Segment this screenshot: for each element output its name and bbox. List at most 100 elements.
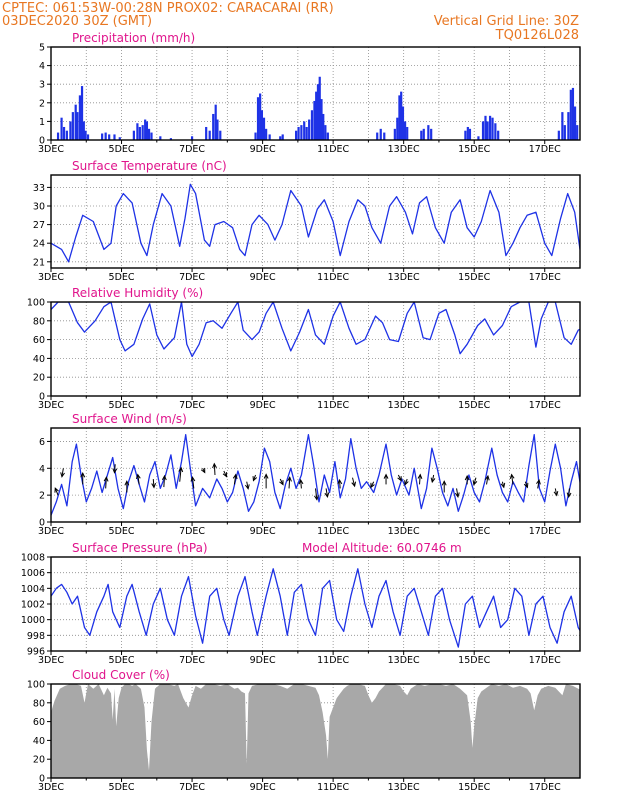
precip-bar <box>398 95 401 140</box>
precip-bar <box>573 106 577 140</box>
cloud-cover-title: Cloud Cover (%) <box>72 668 170 682</box>
precip-bar <box>315 91 318 140</box>
precip-bar <box>147 128 151 140</box>
wind-arrow <box>222 470 228 478</box>
precip-bar <box>219 130 222 140</box>
precipitation-xtick-label: 3DEC <box>38 144 64 155</box>
relative-humidity-ytick-label: 0 <box>39 392 45 403</box>
wind-arrow <box>263 473 269 489</box>
precip-bar <box>300 125 303 140</box>
wind-arrow <box>430 474 436 484</box>
wind-arrow <box>124 480 130 493</box>
precip-bar <box>62 126 66 140</box>
precipitation-title: Precipitation (mm/h) <box>72 31 195 45</box>
precip-bar <box>56 132 60 140</box>
precip-bar <box>159 136 162 140</box>
surface-temperature-xtick-label: 13DEC <box>388 272 420 283</box>
precip-bar <box>403 121 407 140</box>
surface-pressure-ytick-label: 1008 <box>21 553 45 564</box>
surface-pressure-xtick-label: 9DEC <box>250 655 276 666</box>
precip-bar <box>420 130 423 140</box>
surface-temperature-frame <box>50 174 581 269</box>
precip-bar <box>76 112 79 140</box>
precip-bar <box>80 86 84 140</box>
surface-temperature-plot-area <box>51 183 580 263</box>
wind-arrow <box>324 488 330 498</box>
surface-temperature-xtick-label: 17DEC <box>529 272 561 283</box>
precip-bar <box>260 110 263 140</box>
surface-wind-xtick-label: 13DEC <box>388 526 420 537</box>
surface-temperature-xtick-label: 7DEC <box>179 272 205 283</box>
precipitation-ytick-label: 2 <box>39 98 45 109</box>
wind-arrow <box>60 468 65 478</box>
surface-pressure-ytick-label: 998 <box>27 631 45 642</box>
precip-bar <box>132 130 135 140</box>
surface-temperature-xtick-label: 15DEC <box>458 272 490 283</box>
surface-temperature-title: Surface Temperature (nC) <box>72 159 227 173</box>
precip-bar <box>324 125 327 140</box>
precip-bar <box>396 117 399 140</box>
surface-temperature-xtick-label: 11DEC <box>317 272 349 283</box>
wind-arrow <box>404 478 409 486</box>
surface-wind-xtick-label: 11DEC <box>317 526 349 537</box>
surface-pressure-xtick-label: 11DEC <box>317 655 349 666</box>
wind-arrow <box>178 466 184 482</box>
precip-bar <box>169 138 173 140</box>
surface-wind-xtick-label: 9DEC <box>250 526 276 537</box>
precip-bar <box>281 134 284 140</box>
surface-wind-frame <box>50 427 581 523</box>
wind-arrow <box>245 481 250 490</box>
relative-humidity-xtick-label: 5DEC <box>109 400 135 411</box>
wind-arrow <box>80 472 86 485</box>
precip-bar <box>569 89 572 140</box>
wind-arrow <box>464 474 470 485</box>
precip-bar <box>430 128 433 140</box>
surface-pressure-frame <box>50 556 581 652</box>
surface-pressure-xtick-label: 13DEC <box>388 655 420 666</box>
wind-arrow <box>509 473 515 485</box>
precipitation-frame <box>50 46 581 141</box>
wind-arrow <box>161 474 167 488</box>
cloud-cover-xtick-label: 3DEC <box>38 782 64 793</box>
surface-pressure-ytick-label: 1006 <box>21 568 45 579</box>
cloud-cover-xtick-label: 9DEC <box>250 782 276 793</box>
wind-arrow <box>500 481 506 489</box>
precip-bar <box>557 130 560 140</box>
cloud-cover-xtick-label: 11DEC <box>317 782 349 793</box>
surface-pressure-xtick-label: 7DEC <box>179 655 205 666</box>
wind-arrow <box>472 477 478 486</box>
wind-arrow <box>190 476 196 489</box>
precipitation-xtick-label: 9DEC <box>250 144 276 155</box>
wind-arrow <box>252 474 258 482</box>
precip-bar <box>279 136 282 140</box>
wind-arrow <box>314 488 319 501</box>
wind-arrow <box>135 473 141 485</box>
precip-bar <box>406 126 409 140</box>
precip-bar <box>576 125 579 140</box>
precip-bar <box>84 130 87 140</box>
precip-bar <box>571 87 575 140</box>
precip-bar <box>427 125 430 140</box>
relative-humidity-xtick-label: 11DEC <box>317 400 349 411</box>
wind-arrow <box>523 481 529 489</box>
precip-bar <box>74 104 77 140</box>
cloud-cover-xtick-label: 15DEC <box>458 782 490 793</box>
precipitation-xtick-label: 15DEC <box>458 144 490 155</box>
station-header-line1: CPTEC: 061:53W-00:28N PROX02: CARACARAI … <box>2 1 334 16</box>
precip-bar <box>101 133 104 140</box>
precip-bar <box>305 126 308 140</box>
precipitation-ytick-label: 1 <box>39 117 45 128</box>
wind-arrow <box>351 477 357 488</box>
model-code-label: TQ0126L028 <box>495 28 579 43</box>
relative-humidity-series-line <box>51 302 580 358</box>
precip-bar <box>491 117 494 140</box>
surface-pressure-series-line <box>51 568 580 648</box>
precip-bar <box>254 132 257 140</box>
precip-bar <box>464 130 467 140</box>
precip-bar <box>118 137 121 140</box>
surface-pressure-xtick-label: 5DEC <box>109 655 135 666</box>
surface-wind-xtick-label: 3DEC <box>38 526 64 537</box>
cloud-cover-ytick-label: 60 <box>33 717 45 728</box>
surface-pressure-xtick-label: 17DEC <box>529 655 561 666</box>
wind-arrow <box>454 488 460 498</box>
